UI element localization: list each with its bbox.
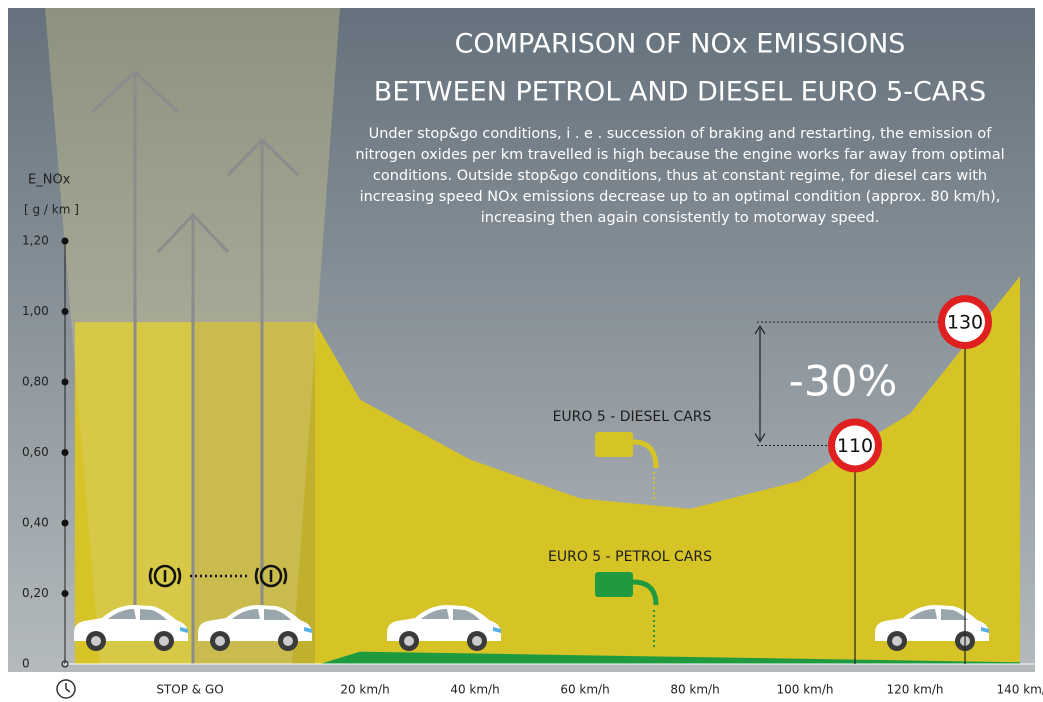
- series-label: EURO 5 - PETROL CARS: [548, 549, 712, 565]
- y-unit: [ g / km ]: [24, 203, 79, 217]
- y-tick-label: 1,20: [22, 234, 49, 248]
- petrol-area: [320, 651, 1020, 664]
- y-tick: [61, 449, 69, 456]
- series-label: EURO 5 - DIESEL CARS: [553, 409, 712, 425]
- y-tick-label: 0,60: [22, 445, 49, 459]
- x-tick-label: STOP & GO: [156, 683, 223, 697]
- speed-sign-label: 110: [837, 435, 873, 457]
- y-tick: [61, 660, 69, 668]
- y-tick-label: 0,40: [22, 516, 49, 530]
- speed-sign-label: 130: [947, 312, 983, 334]
- y-tick: [61, 590, 69, 597]
- description-box: Under stop&go conditions, i . e . succes…: [355, 126, 1005, 226]
- stop-go-link: [315, 322, 360, 664]
- speed-sign-inner: [945, 302, 985, 343]
- x-tick-label: 40 km/h: [450, 683, 499, 697]
- y-axis-label: E_NOx: [28, 173, 71, 188]
- title: BETWEEN PETROL AND DIESEL EURO 5-CARS: [374, 77, 986, 108]
- brake-icons: [148, 564, 288, 588]
- arrows: [90, 69, 300, 664]
- x-tick-label: 120 km/h: [886, 683, 943, 697]
- reduction-arrow: [754, 324, 766, 443]
- y-tick-label: 0,80: [22, 375, 49, 389]
- y-tick: [61, 308, 69, 315]
- y-tick: [61, 378, 69, 386]
- title: COMPARISON OF NOx EMISSIONS: [455, 29, 906, 60]
- y-tick: [61, 237, 69, 245]
- x-tick-label: 80 km/h: [670, 683, 719, 697]
- y-tick: [61, 519, 69, 527]
- speed-sign-inner: [835, 425, 875, 466]
- x-tick-label: 60 km/h: [560, 683, 609, 697]
- x-tick-label: 100 km/h: [776, 683, 833, 697]
- reduction-label: -30%: [789, 356, 898, 405]
- clock-icon: [56, 679, 76, 699]
- y-tick-label: 0: [22, 657, 30, 671]
- pumps: [595, 432, 659, 648]
- y-tick-label: 1,00: [22, 304, 49, 318]
- x-tick-label: 20 km/h: [340, 683, 389, 697]
- y-tick-label: 0,20: [22, 586, 49, 600]
- x-tick-label: 140 km/h: [996, 683, 1043, 697]
- description: Under stop&go conditions, i . e . succes…: [355, 126, 1005, 226]
